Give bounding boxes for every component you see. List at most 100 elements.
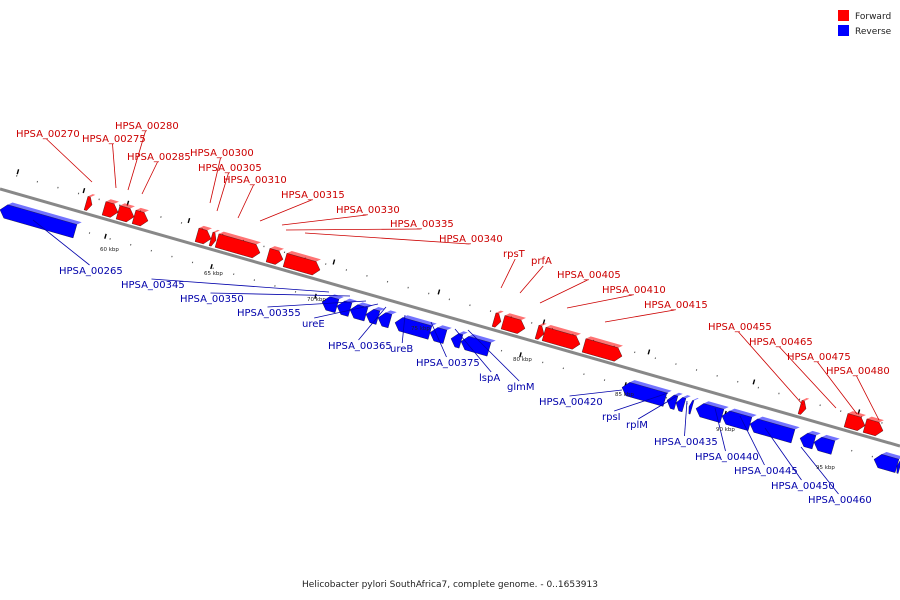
reverse-gene-label: HPSA_00440 (695, 452, 759, 463)
leader-line (604, 309, 675, 323)
forward-gene-arrow (101, 199, 119, 218)
leader-line (237, 184, 254, 219)
forward-gene-arrow (541, 324, 581, 350)
forward-gene-label: rpsT (503, 249, 526, 260)
leader-line (304, 232, 470, 245)
forward-gene-arrow (491, 310, 504, 328)
forward-gene-arrow (115, 203, 135, 223)
leader-line (285, 228, 421, 231)
leader-line (637, 395, 678, 420)
major-tick (519, 352, 522, 358)
forward-gene-arrow (797, 398, 810, 415)
reverse-gene-label: rplM (626, 420, 648, 431)
forward-gene-arrow (83, 194, 96, 211)
legend-forward-swatch (838, 10, 849, 21)
reverse-gene-arrow (749, 416, 800, 444)
forward-gene-arrow (214, 231, 261, 259)
leader-line (267, 300, 367, 308)
forward-gene-arrow (131, 207, 149, 227)
reverse-gene-label: glmM (507, 382, 535, 393)
reverse-gene-arrow (873, 452, 900, 473)
reverse-gene-label: ureE (302, 319, 325, 330)
leader-line (800, 446, 839, 495)
reverse-gene-label: lspA (479, 373, 500, 384)
caption: Helicobacter pylori SouthAfrica7, comple… (302, 580, 598, 590)
forward-gene-label: HPSA_00300 (190, 148, 254, 159)
forward-gene-arrow (843, 411, 866, 431)
forward-gene-label: HPSA_00475 (787, 352, 851, 363)
reverse-gene-arrow (896, 459, 900, 474)
leader-line (500, 258, 516, 289)
leader-line (127, 130, 146, 191)
forward-gene-label: HPSA_00315 (281, 190, 345, 201)
forward-gene-arrow (282, 250, 321, 276)
gene-labels: HPSA_00270 HPSA_00275 HPSA_00280 HPSA_00285… (16, 121, 890, 506)
forward-gene-arrow (534, 322, 547, 340)
forward-gene-label: HPSA_00340 (439, 234, 503, 245)
forward-gene-arrow (862, 416, 884, 436)
leader-line (779, 346, 837, 409)
forward-gene-arrow (208, 229, 220, 247)
reverse-gene-arrow (688, 398, 699, 415)
gene-features (0, 194, 900, 474)
reverse-gene-arrow (429, 325, 452, 344)
leader-line (764, 427, 802, 481)
reverse-gene-label: HPSA_00375 (416, 358, 480, 369)
leader-line (454, 328, 492, 373)
reverse-gene-arrow (377, 310, 397, 329)
forward-gene-label: HPSA_00335 (390, 219, 454, 230)
backbone (0, 187, 900, 448)
reverse-gene-label: HPSA_00345 (121, 280, 185, 291)
forward-gene-arrow (500, 313, 526, 334)
forward-gene-label: HPSA_00455 (708, 322, 772, 333)
leader-line (856, 375, 880, 421)
leader-line (714, 407, 726, 452)
reverse-gene-label: ureB (390, 344, 413, 355)
label-leaders (32, 130, 880, 495)
leader-line (684, 400, 688, 437)
leader-line (210, 292, 351, 297)
leader-line (281, 214, 367, 226)
kbp-label: 60 kbp (100, 247, 119, 253)
forward-gene-label: HPSA_00275 (82, 134, 146, 145)
reverse-gene-arrow (460, 334, 496, 357)
forward-gene-label: HPSA_00480 (826, 366, 890, 377)
forward-gene-arrow (265, 246, 284, 265)
legend-forward-label: Forward (855, 12, 891, 22)
reverse-gene-label: HPSA_00445 (734, 466, 798, 477)
reverse-gene-label: HPSA_00350 (180, 294, 244, 305)
legend-reverse-swatch (838, 25, 849, 36)
major-tick (187, 217, 191, 224)
forward-gene-label: HPSA_00310 (223, 175, 287, 186)
legend-reverse-label: Reverse (855, 27, 892, 37)
leader-line (209, 157, 221, 204)
leader-line (566, 294, 633, 309)
major-tick (752, 379, 756, 385)
kbp-label: 95 kbp (816, 465, 835, 471)
major-tick (16, 169, 20, 175)
kbp-label: 75 kbp (411, 326, 430, 332)
reverse-gene-label: HPSA_00460 (808, 495, 872, 506)
major-tick (332, 259, 336, 265)
reverse-gene-label: rpsI (602, 412, 621, 423)
forward-gene-label: HPSA_00410 (602, 285, 666, 296)
leader-line (216, 172, 229, 212)
reverse-gene-label: HPSA_00420 (539, 397, 603, 408)
leader-line (614, 392, 669, 412)
forward-gene-label: HPSA_00285 (127, 152, 191, 163)
leader-line (141, 161, 158, 195)
leader-line (112, 143, 117, 189)
forward-gene-label: HPSA_00305 (198, 163, 262, 174)
forward-gene-label: HPSA_00465 (749, 337, 813, 348)
leader-line (314, 303, 379, 319)
leader-line (259, 199, 312, 222)
reverse-gene-arrow (365, 306, 385, 325)
leader-line (817, 361, 858, 415)
reverse-gene-label: HPSA_00450 (771, 481, 835, 492)
leader-line (401, 314, 406, 344)
reverse-gene-label: HPSA_00265 (59, 266, 123, 277)
leader-line (519, 265, 544, 294)
kbp-label: 90 kbp (716, 427, 735, 433)
reverse-gene-arrow (675, 395, 691, 413)
reverse-gene-arrow (813, 434, 840, 455)
